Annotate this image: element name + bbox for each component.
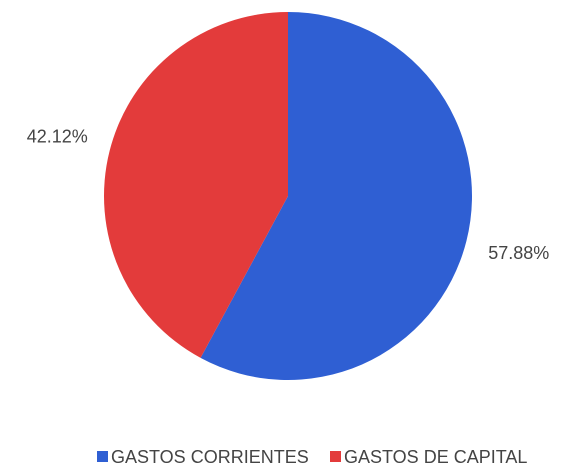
legend-swatch [97, 451, 108, 462]
legend-label: GASTOS CORRIENTES [111, 447, 309, 467]
legend-label: GASTOS DE CAPITAL [344, 447, 527, 467]
pie-slice [200, 12, 473, 380]
data-label: 57.88% [488, 243, 549, 263]
pie-slice [104, 12, 288, 358]
legend-swatch [330, 451, 341, 462]
data-label: 42.12% [27, 126, 88, 146]
